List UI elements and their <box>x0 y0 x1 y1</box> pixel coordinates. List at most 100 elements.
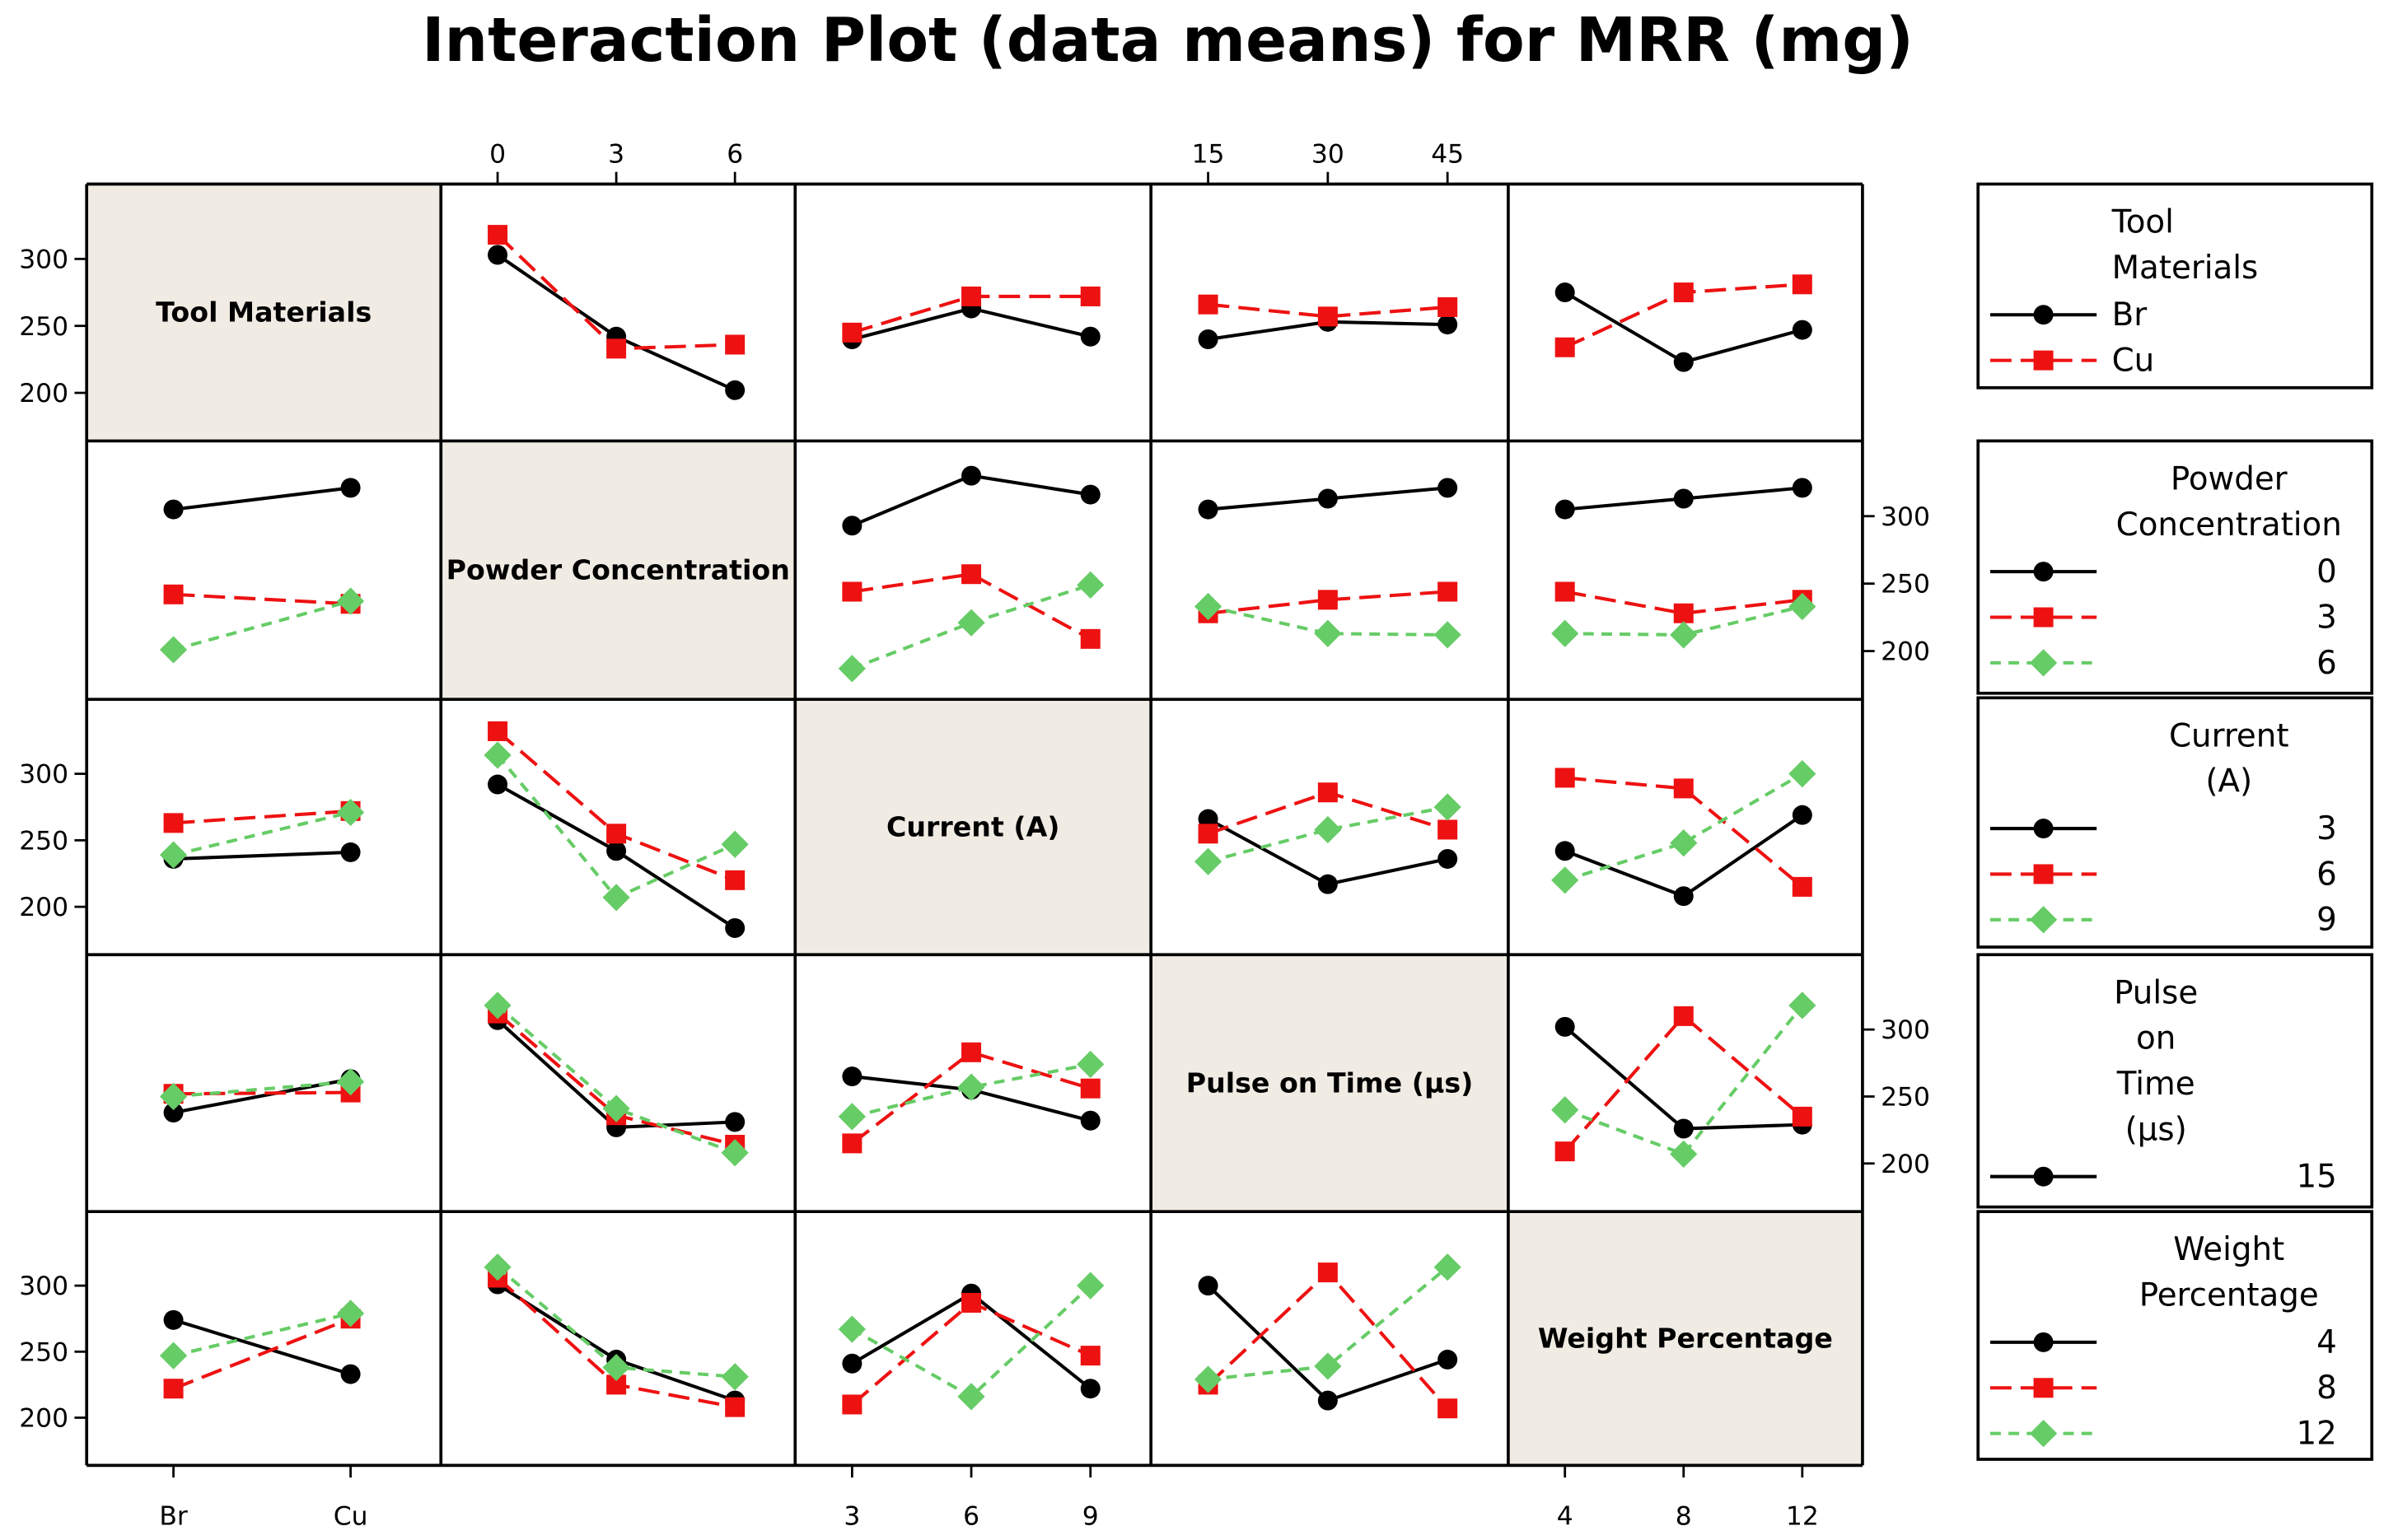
data-point <box>488 225 508 245</box>
series-line <box>1208 805 1448 864</box>
data-point <box>1792 274 1812 295</box>
x-tick-label: 3 <box>844 1501 860 1531</box>
y-tick-label: 300 <box>1881 502 1930 532</box>
factor-label: Tool Materials <box>156 296 372 329</box>
data-point <box>1080 1346 1101 1366</box>
data-point <box>1792 805 1812 825</box>
data-point <box>1554 841 1575 861</box>
legend-marker <box>2033 1378 2054 1398</box>
legend-item-label: 9 <box>2316 902 2337 939</box>
series-line <box>173 809 351 825</box>
series-line <box>1564 1014 1804 1153</box>
series-line <box>852 572 1091 641</box>
data-point <box>1551 1096 1579 1124</box>
data-point <box>1788 760 1816 788</box>
data-point <box>1670 828 1698 857</box>
legend-marker <box>2033 1332 2054 1352</box>
panel <box>484 721 749 938</box>
data-point <box>1198 824 1218 844</box>
data-point <box>1437 478 1458 498</box>
data-point <box>340 1364 361 1384</box>
data-point <box>1792 320 1812 340</box>
legend-marker <box>2029 1420 2058 1448</box>
data-point <box>721 1363 749 1391</box>
diagonal-panel <box>795 699 1152 955</box>
data-point <box>1554 337 1575 357</box>
data-point <box>1198 294 1218 315</box>
panel <box>838 1042 1105 1154</box>
data-point <box>163 499 184 520</box>
legend-title: Weight <box>2173 1231 2284 1268</box>
legend-title: Time <box>2116 1066 2195 1103</box>
panel <box>1198 294 1458 349</box>
data-point <box>488 245 508 265</box>
data-point <box>961 564 982 585</box>
data-point <box>1198 499 1218 520</box>
data-point <box>1317 874 1338 894</box>
data-point <box>1198 1276 1218 1296</box>
data-point <box>1437 1349 1458 1370</box>
series-line <box>851 1062 1091 1118</box>
data-point <box>1673 282 1694 303</box>
x-tick-label: 9 <box>1082 1501 1099 1531</box>
panel <box>159 798 365 869</box>
legend: Tool Materials Br Cu <box>1976 182 2374 390</box>
x-tick-label: 6 <box>727 140 743 170</box>
data-point <box>1673 488 1694 509</box>
data-point <box>1437 315 1458 335</box>
data-point <box>336 587 365 615</box>
series-line <box>851 583 1091 670</box>
panel <box>838 1272 1105 1415</box>
data-point <box>1314 815 1342 844</box>
data-point <box>838 1103 866 1131</box>
panel <box>1554 274 1812 372</box>
y-tick-label: 200 <box>19 379 68 408</box>
data-point <box>725 870 746 890</box>
data-point <box>1437 1398 1458 1419</box>
data-point <box>1554 282 1575 303</box>
diagonal-panel <box>86 184 442 441</box>
y-tick-label: 250 <box>1881 570 1930 600</box>
y-tick-label: 300 <box>19 245 68 274</box>
diagonal-panel <box>1508 1211 1863 1466</box>
y-tick-label: 250 <box>19 312 68 342</box>
panel <box>484 992 749 1167</box>
legend-title: Pulse <box>2114 974 2198 1011</box>
x-tick-label: 45 <box>1431 140 1464 170</box>
x-tick-label: Cu <box>334 1501 368 1531</box>
data-point <box>842 1353 862 1374</box>
legend-title: (A) <box>2205 763 2252 800</box>
data-point <box>340 842 361 862</box>
data-point <box>842 1133 862 1154</box>
data-point <box>1551 866 1579 894</box>
factor-label: Weight Percentage <box>1538 1322 1833 1354</box>
panel <box>1194 1253 1461 1419</box>
series-line <box>173 850 351 861</box>
data-point <box>725 1397 746 1417</box>
series-line <box>1208 302 1448 319</box>
data-point <box>1673 1118 1694 1139</box>
series-line <box>1208 590 1448 615</box>
series-line <box>496 1004 736 1155</box>
diagonal-panel <box>441 441 796 700</box>
data-point <box>1077 1272 1105 1300</box>
panel <box>842 286 1101 349</box>
panel <box>1551 478 1816 649</box>
data-point <box>606 824 627 844</box>
data-point <box>1080 1110 1101 1131</box>
factor-label: Current (A) <box>886 810 1060 842</box>
x-tick-label: 0 <box>489 140 506 170</box>
data-point <box>1080 1078 1101 1099</box>
data-point <box>1194 1365 1222 1393</box>
data-point <box>163 584 184 604</box>
data-point <box>1670 621 1698 649</box>
data-point <box>1792 876 1812 897</box>
x-tick-label: Br <box>159 1501 188 1531</box>
legend-title: (μs) <box>2125 1111 2187 1148</box>
series-line <box>1564 1004 1804 1156</box>
data-point <box>721 1139 749 1167</box>
legend-item-label: 12 <box>2296 1416 2336 1453</box>
data-point <box>1317 306 1338 327</box>
x-tick-label: 3 <box>608 140 624 170</box>
